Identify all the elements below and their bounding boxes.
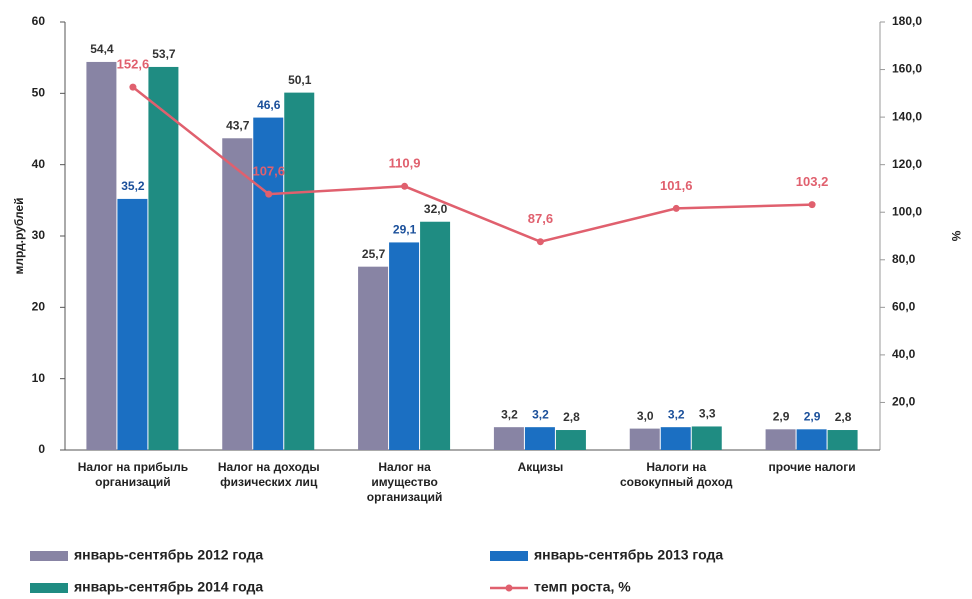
legend-label: январь-сентябрь 2012 года xyxy=(74,547,263,563)
line-label: 103,2 xyxy=(796,174,829,189)
x-tick-label: Налог на доходы физических лиц xyxy=(217,460,320,489)
bar xyxy=(389,242,420,450)
data-label: 2,9 xyxy=(804,409,821,423)
data-label: 46,6 xyxy=(257,98,281,112)
bar xyxy=(358,266,389,450)
legend-swatch xyxy=(490,551,528,561)
growth-line xyxy=(132,86,813,244)
data-label: 35,2 xyxy=(121,179,145,193)
y2-axis-label: % xyxy=(949,231,963,242)
data-label: 3,3 xyxy=(699,407,716,421)
bar xyxy=(660,427,691,450)
data-label: 3,0 xyxy=(637,409,654,423)
bar xyxy=(691,426,722,450)
bar xyxy=(253,117,284,450)
y2-tick-label: 40,0 xyxy=(892,347,916,361)
line-point xyxy=(129,83,137,91)
y-tick-label: 60 xyxy=(32,14,46,28)
bar xyxy=(827,430,858,450)
y2-tick-label: 20,0 xyxy=(892,395,916,409)
data-label: 32,0 xyxy=(424,202,448,216)
line-point xyxy=(672,204,680,212)
data-label: 43,7 xyxy=(226,118,250,132)
line-point xyxy=(808,201,816,209)
y2-tick-label: 120,0 xyxy=(892,157,922,171)
y2-tick-label: 160,0 xyxy=(892,62,922,76)
y2-tick-label: 140,0 xyxy=(892,109,922,123)
data-label: 53,7 xyxy=(152,47,176,61)
y-tick-label: 40 xyxy=(32,157,46,171)
line-label: 107,6 xyxy=(252,164,285,179)
bar xyxy=(524,427,555,450)
bar xyxy=(765,429,796,450)
line-label: 87,6 xyxy=(528,211,553,226)
data-label: 3,2 xyxy=(501,407,518,421)
y-axis-label: млрд.рублей xyxy=(12,198,26,275)
data-label: 3,2 xyxy=(668,407,685,421)
legend-marker xyxy=(505,584,513,592)
line-point xyxy=(536,238,544,246)
y2-tick-label: 180,0 xyxy=(892,14,922,28)
bar xyxy=(86,61,117,451)
data-label: 54,4 xyxy=(90,42,114,56)
y-tick-label: 20 xyxy=(32,300,46,314)
line-label: 101,6 xyxy=(660,178,693,193)
y2-tick-label: 80,0 xyxy=(892,252,916,266)
legend-label: январь-сентябрь 2014 года xyxy=(74,579,263,595)
data-label: 2,9 xyxy=(773,409,790,423)
y2-tick-label: 100,0 xyxy=(892,204,922,218)
bar xyxy=(420,221,451,450)
legend-swatch xyxy=(30,551,68,561)
line-label: 152,6 xyxy=(117,57,150,72)
y-tick-label: 30 xyxy=(32,228,46,242)
bar xyxy=(148,66,179,450)
legend-label: январь-сентябрь 2013 года xyxy=(534,547,723,563)
y-tick-label: 0 xyxy=(38,442,45,456)
x-tick-label: Налог на прибыль организаций xyxy=(77,460,189,489)
data-label: 2,8 xyxy=(835,410,852,424)
legend-swatch xyxy=(30,583,68,593)
bar xyxy=(222,138,253,451)
data-label: 25,7 xyxy=(362,247,386,261)
y-tick-label: 50 xyxy=(32,86,46,100)
bar xyxy=(493,427,524,450)
bar xyxy=(796,429,827,450)
x-tick-label: прочие налоги xyxy=(768,460,856,474)
bar xyxy=(555,430,586,450)
bar xyxy=(117,198,148,450)
y2-tick-label: 60,0 xyxy=(892,300,916,314)
y-tick-label: 10 xyxy=(32,371,46,385)
x-tick-label: Налоги на совокупный доход xyxy=(620,460,733,489)
data-label: 2,8 xyxy=(563,410,580,424)
bar xyxy=(629,428,660,450)
line-point xyxy=(401,182,409,190)
data-label: 29,1 xyxy=(393,223,417,237)
data-label: 3,2 xyxy=(532,407,549,421)
line-label: 110,9 xyxy=(389,156,421,171)
x-tick-label: Налог на имущество организаций xyxy=(366,460,443,504)
legend-label: темп роста, % xyxy=(534,579,631,595)
bar xyxy=(284,92,315,451)
x-tick-label: Акцизы xyxy=(517,460,564,474)
line-point xyxy=(265,190,273,198)
data-label: 50,1 xyxy=(288,73,312,87)
